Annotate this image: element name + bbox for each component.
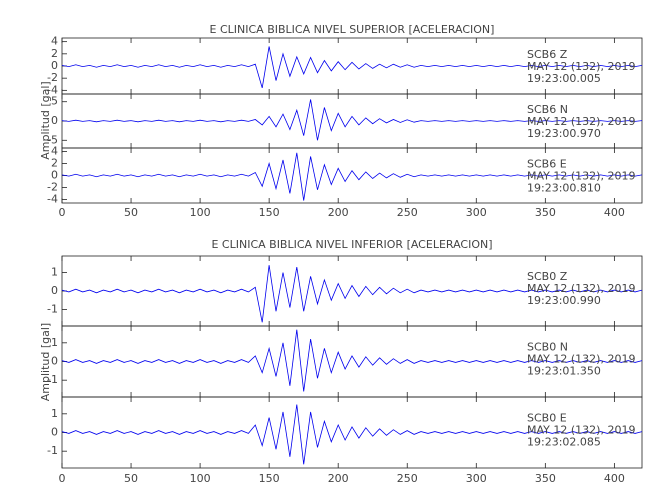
x-tick-label: 150 bbox=[259, 472, 280, 485]
y-tick-label: 2 bbox=[51, 157, 58, 170]
time-label: 19:23:00.970 bbox=[527, 127, 601, 140]
station-label: SCB6 E bbox=[527, 158, 567, 171]
x-tick-label: 200 bbox=[328, 472, 349, 485]
time-label: 19:23:00.810 bbox=[527, 182, 601, 195]
x-tick-label: 50 bbox=[124, 472, 138, 485]
trace bbox=[61, 99, 643, 141]
x-tick-label: 250 bbox=[397, 206, 418, 219]
date-label: MAY 12 (132), 2019 bbox=[527, 115, 635, 128]
y-tick-label: 0 bbox=[51, 59, 58, 72]
x-tick-label: 400 bbox=[604, 472, 625, 485]
trace bbox=[61, 152, 643, 201]
station-label: SCB0 E bbox=[527, 411, 567, 424]
time-label: 19:23:01.350 bbox=[527, 364, 601, 377]
x-tick-label: 150 bbox=[259, 206, 280, 219]
y-tick-label: -1 bbox=[47, 373, 58, 386]
y-tick-label: 0 bbox=[51, 355, 58, 368]
y-tick-label: -4 bbox=[47, 192, 58, 205]
time-label: 19:23:00.005 bbox=[527, 72, 601, 85]
trace bbox=[61, 329, 643, 392]
chart-title: E CLINICA BIBLICA NIVEL INFERIOR [ACELER… bbox=[211, 238, 492, 251]
trace bbox=[61, 404, 643, 465]
x-tick-label: 100 bbox=[190, 206, 211, 219]
date-label: MAY 12 (132), 2019 bbox=[527, 60, 635, 73]
y-tick-label: -2 bbox=[47, 71, 58, 84]
station-label: SCB0 Z bbox=[527, 270, 568, 283]
y-tick-label: -1 bbox=[47, 444, 58, 457]
y-tick-label: -2 bbox=[47, 180, 58, 193]
y-tick-label: 0 bbox=[51, 284, 58, 297]
x-tick-label: 200 bbox=[328, 206, 349, 219]
date-label: MAY 12 (132), 2019 bbox=[527, 170, 635, 183]
y-tick-label: 0 bbox=[51, 169, 58, 182]
y-tick-label: 1 bbox=[51, 407, 58, 420]
trace bbox=[61, 265, 643, 323]
x-tick-label: 100 bbox=[190, 472, 211, 485]
time-label: 19:23:02.085 bbox=[527, 435, 601, 448]
x-tick-label: 0 bbox=[59, 472, 66, 485]
trace bbox=[61, 46, 643, 89]
station-label: SCB6 Z bbox=[527, 48, 568, 61]
y-tick-label: 5 bbox=[51, 95, 58, 108]
y-tick-label: 1 bbox=[51, 266, 58, 279]
y-tick-label: 1 bbox=[51, 336, 58, 349]
x-tick-label: 50 bbox=[124, 206, 138, 219]
y-tick-label: -5 bbox=[47, 133, 58, 146]
date-label: MAY 12 (132), 2019 bbox=[527, 423, 635, 436]
date-label: MAY 12 (132), 2019 bbox=[527, 282, 635, 295]
date-label: MAY 12 (132), 2019 bbox=[527, 352, 635, 365]
y-tick-label: -1 bbox=[47, 302, 58, 315]
y-tick-label: 4 bbox=[51, 145, 58, 158]
station-label: SCB0 N bbox=[527, 340, 568, 353]
y-tick-label: 0 bbox=[51, 114, 58, 127]
x-tick-label: 300 bbox=[466, 472, 487, 485]
station-label: SCB6 N bbox=[527, 103, 568, 116]
y-tick-label: 4 bbox=[51, 35, 58, 48]
x-tick-label: 0 bbox=[59, 206, 66, 219]
x-tick-label: 300 bbox=[466, 206, 487, 219]
x-tick-label: 250 bbox=[397, 472, 418, 485]
x-tick-label: 400 bbox=[604, 206, 625, 219]
chart-title: E CLINICA BIBLICA NIVEL SUPERIOR [ACELER… bbox=[210, 23, 495, 36]
x-tick-label: 350 bbox=[535, 472, 556, 485]
y-tick-label: 2 bbox=[51, 47, 58, 60]
x-tick-label: 350 bbox=[535, 206, 556, 219]
time-label: 19:23:00.990 bbox=[527, 294, 601, 307]
y-axis-label: Amplitud [gal] bbox=[39, 323, 52, 401]
y-tick-label: -4 bbox=[47, 83, 58, 96]
y-tick-label: 0 bbox=[51, 426, 58, 439]
y-axis-label: Amplitud [gal] bbox=[39, 81, 52, 159]
